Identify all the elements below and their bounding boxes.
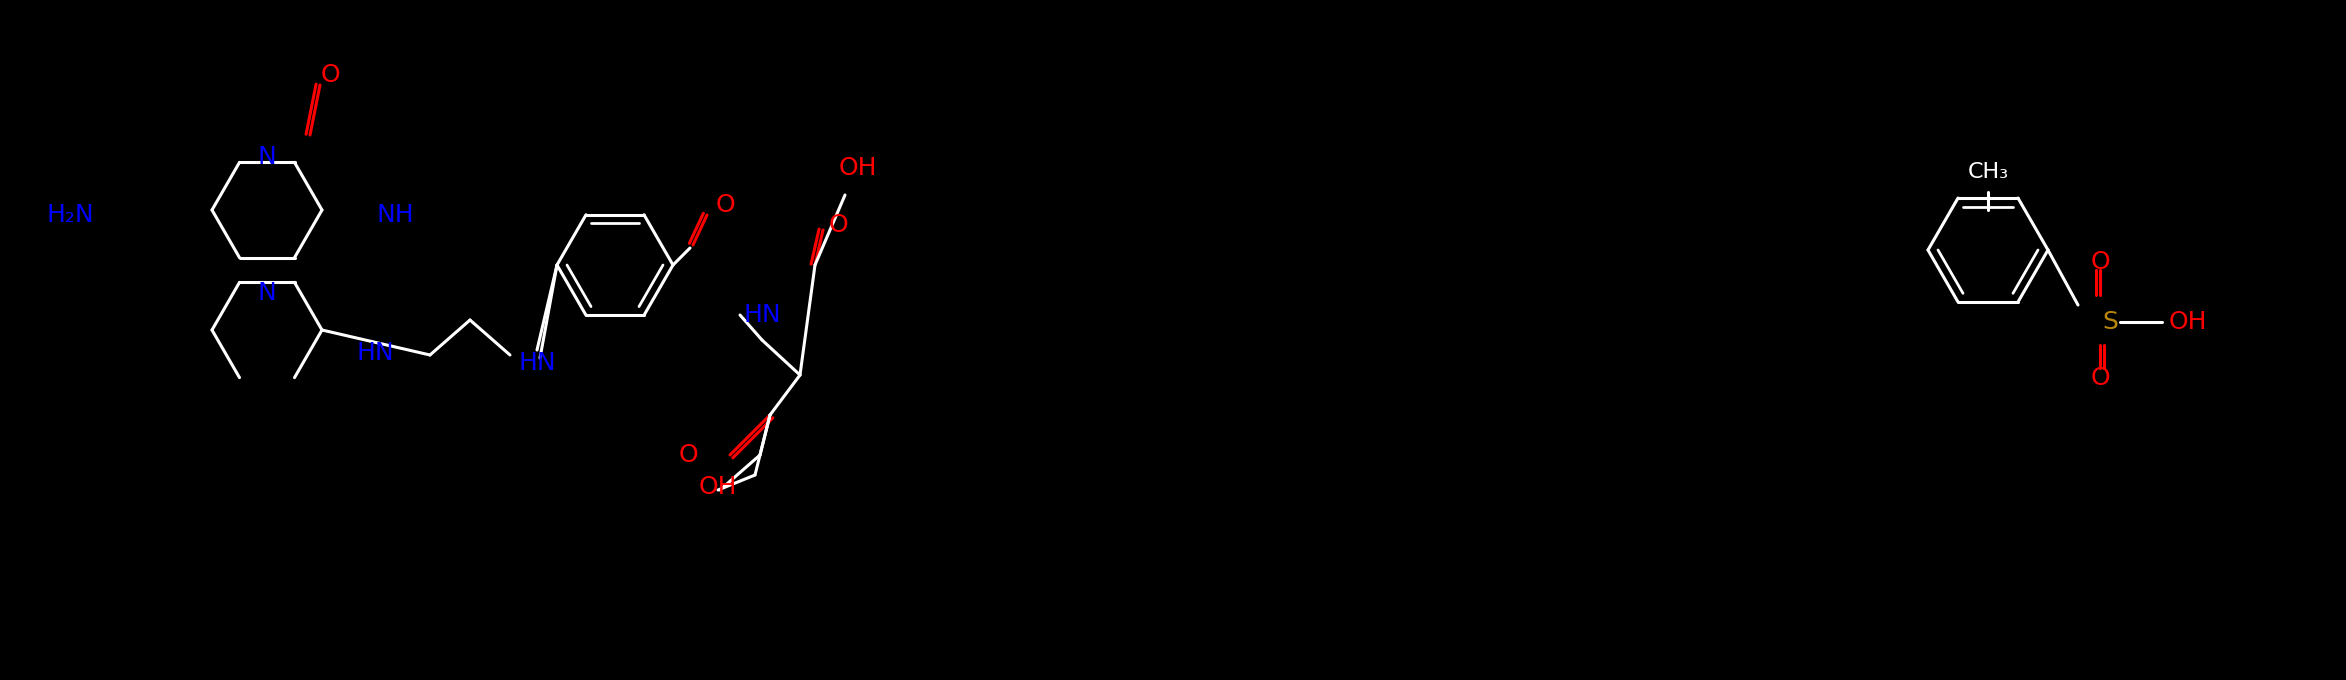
Text: OH: OH — [840, 156, 877, 180]
Text: O: O — [828, 213, 847, 237]
Text: OH: OH — [699, 475, 737, 499]
Text: O: O — [716, 193, 734, 217]
Text: OH: OH — [2168, 310, 2208, 334]
Text: HN: HN — [744, 303, 781, 327]
Text: O: O — [2090, 366, 2109, 390]
Text: NH: NH — [375, 203, 413, 227]
Text: N: N — [258, 145, 277, 169]
Text: CH₃: CH₃ — [1968, 162, 2008, 182]
Text: O: O — [2090, 250, 2109, 274]
Text: HN: HN — [357, 341, 394, 365]
Text: O: O — [319, 63, 340, 87]
Text: H₂N: H₂N — [47, 203, 94, 227]
Text: HN: HN — [518, 351, 556, 375]
Text: N: N — [258, 281, 277, 305]
Text: O: O — [678, 443, 697, 467]
Text: S: S — [2102, 310, 2118, 334]
